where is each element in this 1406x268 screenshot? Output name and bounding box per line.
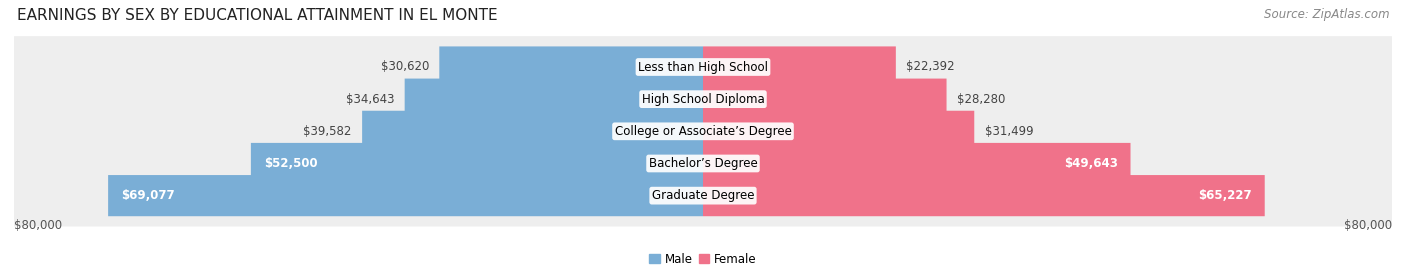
Text: Less than High School: Less than High School <box>638 61 768 73</box>
Text: $49,643: $49,643 <box>1064 157 1118 170</box>
FancyBboxPatch shape <box>703 111 974 152</box>
FancyBboxPatch shape <box>14 36 1392 98</box>
Text: $65,227: $65,227 <box>1198 189 1251 202</box>
FancyBboxPatch shape <box>439 46 703 88</box>
FancyBboxPatch shape <box>250 143 703 184</box>
FancyBboxPatch shape <box>703 175 1265 216</box>
FancyBboxPatch shape <box>14 100 1392 162</box>
FancyBboxPatch shape <box>14 133 1392 194</box>
Legend: Male, Female: Male, Female <box>645 248 761 268</box>
FancyBboxPatch shape <box>703 46 896 88</box>
FancyBboxPatch shape <box>363 111 703 152</box>
Text: $80,000: $80,000 <box>14 219 62 232</box>
Text: $34,643: $34,643 <box>346 93 394 106</box>
FancyBboxPatch shape <box>14 165 1392 226</box>
Text: Bachelor’s Degree: Bachelor’s Degree <box>648 157 758 170</box>
Text: Source: ZipAtlas.com: Source: ZipAtlas.com <box>1264 8 1389 21</box>
Text: College or Associate’s Degree: College or Associate’s Degree <box>614 125 792 138</box>
Text: $22,392: $22,392 <box>907 61 955 73</box>
Text: $30,620: $30,620 <box>381 61 429 73</box>
Text: $52,500: $52,500 <box>264 157 318 170</box>
Text: $69,077: $69,077 <box>121 189 174 202</box>
FancyBboxPatch shape <box>703 143 1130 184</box>
Text: $39,582: $39,582 <box>304 125 352 138</box>
Text: $80,000: $80,000 <box>1344 219 1392 232</box>
FancyBboxPatch shape <box>405 79 703 120</box>
FancyBboxPatch shape <box>14 68 1392 130</box>
Text: $31,499: $31,499 <box>984 125 1033 138</box>
Text: $28,280: $28,280 <box>957 93 1005 106</box>
Text: Graduate Degree: Graduate Degree <box>652 189 754 202</box>
Text: EARNINGS BY SEX BY EDUCATIONAL ATTAINMENT IN EL MONTE: EARNINGS BY SEX BY EDUCATIONAL ATTAINMEN… <box>17 8 498 23</box>
FancyBboxPatch shape <box>703 79 946 120</box>
FancyBboxPatch shape <box>108 175 703 216</box>
Text: High School Diploma: High School Diploma <box>641 93 765 106</box>
